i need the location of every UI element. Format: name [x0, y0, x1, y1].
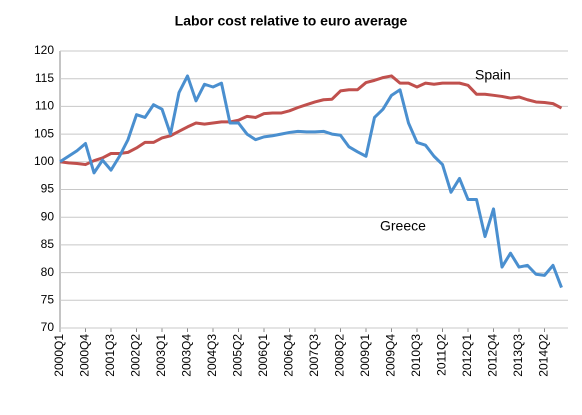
- x-tick-label: 2010Q3: [409, 334, 423, 377]
- x-tick-label: 2002Q2: [129, 334, 143, 377]
- x-tick-label: 2014Q2: [537, 334, 551, 377]
- x-tick-label: 2009Q4: [384, 334, 398, 377]
- x-tick-label: 2003Q1: [154, 334, 168, 377]
- y-tick-label: 105: [34, 126, 54, 140]
- series-label: Spain: [475, 67, 511, 83]
- line-series: [59, 74, 563, 167]
- y-tick-label: 85: [41, 237, 55, 251]
- chart-title: Labor cost relative to euro average: [175, 13, 408, 29]
- y-tick-label: 120: [34, 43, 54, 57]
- y-tick-label: 95: [41, 182, 55, 196]
- x-tick-label: 2004Q3: [205, 334, 219, 377]
- y-tick-label: 110: [35, 99, 54, 113]
- x-tick-label: 2013Q3: [511, 334, 525, 377]
- y-tick-label: 115: [35, 71, 54, 85]
- x-tick-label: 2009Q1: [358, 334, 372, 377]
- x-tick-label: 2000Q4: [78, 334, 92, 377]
- y-tick-label: 80: [41, 265, 55, 279]
- series-label: Greece: [380, 218, 426, 234]
- y-tick-label: 70: [41, 320, 55, 334]
- x-tick-label: 2008Q2: [333, 334, 347, 377]
- x-tick-label: 2001Q3: [103, 334, 117, 377]
- x-tick-label: 2006Q4: [282, 334, 296, 377]
- y-tick-label: 90: [41, 209, 55, 223]
- x-tick-label: 2012Q1: [460, 334, 474, 377]
- x-tick-label: 2007Q3: [307, 334, 321, 377]
- y-tick-label: 75: [41, 292, 55, 306]
- x-tick-label: 2006Q1: [256, 334, 270, 377]
- x-tick-label: 2000Q1: [52, 334, 66, 377]
- x-tick-label: 2005Q2: [231, 334, 245, 377]
- x-tick-label: 2012Q4: [486, 334, 500, 377]
- line-series: [59, 74, 563, 289]
- y-tick-label: 100: [34, 154, 54, 168]
- x-tick-label: 2011Q2: [435, 334, 449, 376]
- x-tick-label: 2003Q4: [180, 334, 194, 377]
